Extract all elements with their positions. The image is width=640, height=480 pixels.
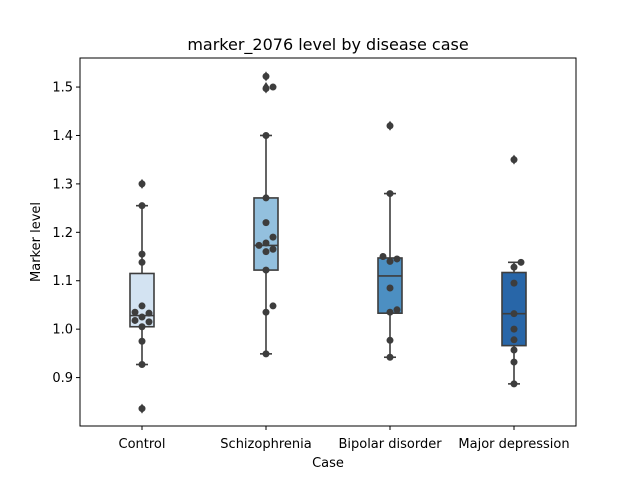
x-tick-label: Control <box>119 437 166 452</box>
data-point <box>386 257 394 265</box>
data-point <box>269 233 277 241</box>
data-point <box>269 302 277 310</box>
data-point <box>262 266 270 274</box>
y-tick-label: 1.1 <box>52 274 73 289</box>
data-point <box>386 308 394 316</box>
data-point <box>145 318 153 326</box>
data-point <box>138 323 146 331</box>
y-axis: 0.9 1.0 1.1 1.2 1.3 1.4 1.5 <box>52 81 80 386</box>
data-point <box>131 316 139 324</box>
y-tick-label: 1.5 <box>52 81 73 96</box>
data-point <box>269 245 277 253</box>
data-point <box>262 131 270 139</box>
data-point <box>138 202 146 210</box>
data-point <box>262 72 270 80</box>
data-point <box>138 302 146 310</box>
chart-title: marker_2076 level by disease case <box>187 35 468 55</box>
data-point <box>386 284 394 292</box>
x-axis: Control Schizophrenia Bipolar disorder Majo… <box>119 426 570 452</box>
data-point <box>510 279 518 287</box>
data-point <box>138 180 146 188</box>
data-point <box>145 309 153 317</box>
y-axis-label: Marker level <box>29 202 44 282</box>
data-point <box>510 310 518 318</box>
plot-area <box>129 71 527 414</box>
data-point <box>510 336 518 344</box>
data-point <box>386 122 394 130</box>
data-point <box>138 337 146 345</box>
y-tick-label: 0.9 <box>52 371 73 386</box>
data-point <box>393 306 401 314</box>
data-point <box>262 219 270 227</box>
data-point <box>262 308 270 316</box>
x-tick-label: Major depression <box>458 437 569 452</box>
data-point <box>138 405 146 413</box>
box-group <box>377 120 403 359</box>
data-point <box>262 239 270 247</box>
data-point <box>138 313 146 321</box>
data-point <box>255 241 263 249</box>
data-point <box>131 308 139 316</box>
y-tick-label: 1.2 <box>52 226 73 241</box>
data-point <box>510 325 518 333</box>
x-axis-label: Case <box>312 456 344 471</box>
data-point <box>386 353 394 361</box>
data-point <box>138 258 146 266</box>
data-point <box>386 336 394 344</box>
data-point <box>138 250 146 258</box>
data-point <box>386 190 394 198</box>
y-tick-label: 1.4 <box>52 129 73 144</box>
data-point <box>393 255 401 263</box>
y-tick-label: 1.3 <box>52 177 73 192</box>
data-point <box>379 253 387 261</box>
data-point <box>262 350 270 358</box>
data-point <box>510 263 518 271</box>
data-point <box>510 358 518 366</box>
data-point <box>517 258 525 266</box>
data-point <box>262 248 270 256</box>
axes-frame <box>79 57 577 427</box>
data-point <box>510 156 518 164</box>
data-point <box>262 194 270 202</box>
y-tick-label: 1.0 <box>52 323 73 338</box>
data-point <box>269 83 277 91</box>
x-tick-label: Bipolar disorder <box>338 437 442 452</box>
x-tick-label: Schizophrenia <box>220 437 311 452</box>
data-point <box>510 346 518 354</box>
data-point <box>262 85 270 93</box>
data-point <box>510 380 518 388</box>
box-group <box>129 178 155 414</box>
data-point <box>138 361 146 369</box>
